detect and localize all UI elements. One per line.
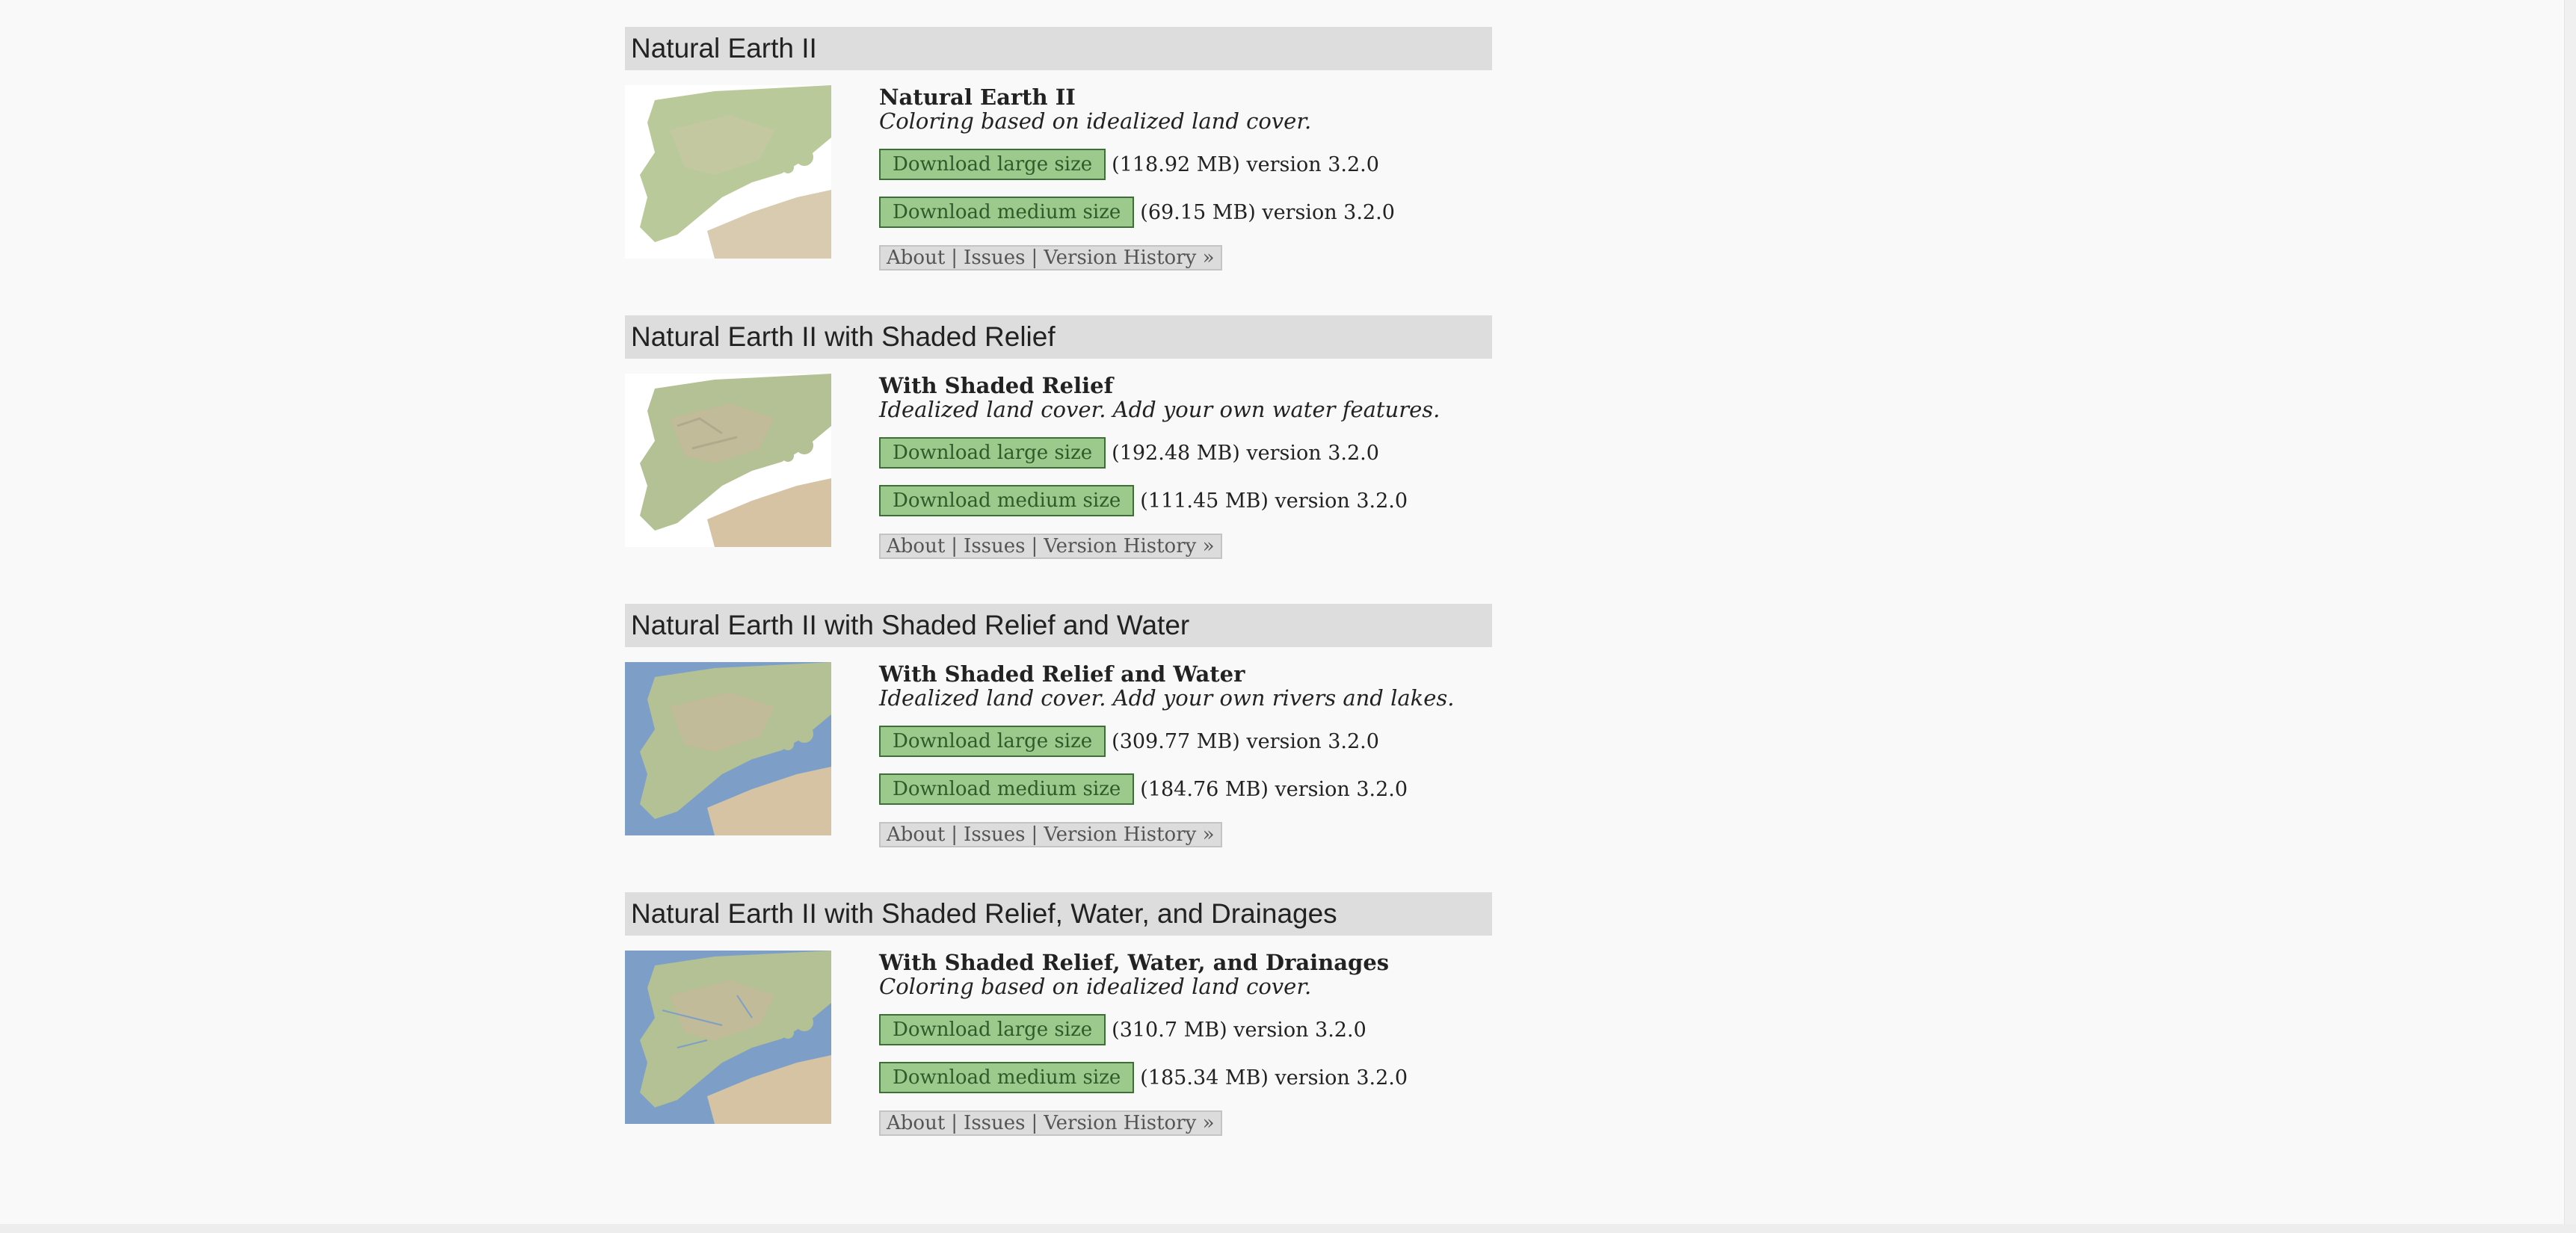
raster-section: Natural Earth II Natural Earth II Colori… xyxy=(625,27,1492,315)
download-large-meta: (192.48 MB) version 3.2.0 xyxy=(1112,441,1379,465)
resource-links: About | Issues | Version History » xyxy=(879,245,1222,271)
item-description: Idealized land cover. Add your own river… xyxy=(879,685,1455,711)
link-separator: | xyxy=(1031,1112,1038,1134)
issues-link[interactable]: Issues xyxy=(964,1112,1026,1134)
version-history-link[interactable]: Version History » xyxy=(1044,1112,1215,1134)
iberia-map-image xyxy=(625,374,831,547)
raster-section: Natural Earth II with Shaded Relief and … xyxy=(625,604,1492,892)
section-header: Natural Earth II with Shaded Relief xyxy=(625,315,1492,359)
download-medium-button[interactable]: Download medium size xyxy=(879,1062,1135,1093)
download-medium-meta: (185.34 MB) version 3.2.0 xyxy=(1140,1066,1408,1090)
download-large-meta: (118.92 MB) version 3.2.0 xyxy=(1112,152,1379,176)
issues-link[interactable]: Issues xyxy=(964,247,1026,269)
section-header: Natural Earth II with Shaded Relief, Wat… xyxy=(625,892,1492,936)
download-large-meta: (309.77 MB) version 3.2.0 xyxy=(1112,729,1379,753)
issues-link[interactable]: Issues xyxy=(964,823,1026,846)
download-large-button[interactable]: Download large size xyxy=(879,726,1106,757)
download-large-button[interactable]: Download large size xyxy=(879,437,1106,469)
about-link[interactable]: About xyxy=(887,535,946,557)
download-medium-meta: (69.15 MB) version 3.2.0 xyxy=(1140,200,1395,224)
version-history-link[interactable]: Version History » xyxy=(1044,535,1215,557)
download-medium-button[interactable]: Download medium size xyxy=(879,485,1135,516)
map-thumbnail[interactable] xyxy=(625,374,831,547)
item-description: Coloring based on idealized land cover. xyxy=(879,108,1312,134)
iberia-map-image xyxy=(625,85,831,259)
link-separator: | xyxy=(1031,823,1038,846)
page-footer-edge xyxy=(0,1224,2576,1233)
item-description: Coloring based on idealized land cover. xyxy=(879,974,1312,999)
link-separator: | xyxy=(951,535,958,557)
download-large-button[interactable]: Download large size xyxy=(879,1014,1106,1045)
link-separator: | xyxy=(951,247,958,269)
section-header: Natural Earth II with Shaded Relief and … xyxy=(625,604,1492,647)
resource-links: About | Issues | Version History » xyxy=(879,1110,1222,1136)
download-list: Natural Earth II Natural Earth II Colori… xyxy=(625,27,1492,1181)
raster-section: Natural Earth II with Shaded Relief With… xyxy=(625,315,1492,604)
version-history-link[interactable]: Version History » xyxy=(1044,823,1215,846)
download-large-button[interactable]: Download large size xyxy=(879,149,1106,180)
iberia-map-image xyxy=(625,662,831,835)
download-medium-meta: (184.76 MB) version 3.2.0 xyxy=(1140,777,1408,801)
item-title: With Shaded Relief xyxy=(879,373,1114,398)
vertical-scrollbar[interactable] xyxy=(2564,0,2576,1233)
map-thumbnail[interactable] xyxy=(625,662,831,835)
link-separator: | xyxy=(1031,535,1038,557)
map-thumbnail[interactable] xyxy=(625,85,831,259)
raster-section: Natural Earth II with Shaded Relief, Wat… xyxy=(625,892,1492,1181)
item-title: With Shaded Relief and Water xyxy=(879,661,1245,687)
item-title: With Shaded Relief, Water, and Drainages xyxy=(879,950,1390,975)
download-large-meta: (310.7 MB) version 3.2.0 xyxy=(1112,1018,1366,1042)
about-link[interactable]: About xyxy=(887,247,946,269)
link-separator: | xyxy=(951,1112,958,1134)
iberia-map-image xyxy=(625,951,831,1124)
download-medium-meta: (111.45 MB) version 3.2.0 xyxy=(1140,489,1408,513)
version-history-link[interactable]: Version History » xyxy=(1044,247,1215,269)
download-medium-button[interactable]: Download medium size xyxy=(879,773,1135,805)
map-thumbnail[interactable] xyxy=(625,951,831,1124)
link-separator: | xyxy=(1031,247,1038,269)
about-link[interactable]: About xyxy=(887,1112,946,1134)
about-link[interactable]: About xyxy=(887,823,946,846)
link-separator: | xyxy=(951,823,958,846)
issues-link[interactable]: Issues xyxy=(964,535,1026,557)
resource-links: About | Issues | Version History » xyxy=(879,534,1222,559)
section-header: Natural Earth II xyxy=(625,27,1492,70)
resource-links: About | Issues | Version History » xyxy=(879,822,1222,847)
item-title: Natural Earth II xyxy=(879,84,1076,110)
download-medium-button[interactable]: Download medium size xyxy=(879,197,1135,228)
item-description: Idealized land cover. Add your own water… xyxy=(879,397,1440,422)
